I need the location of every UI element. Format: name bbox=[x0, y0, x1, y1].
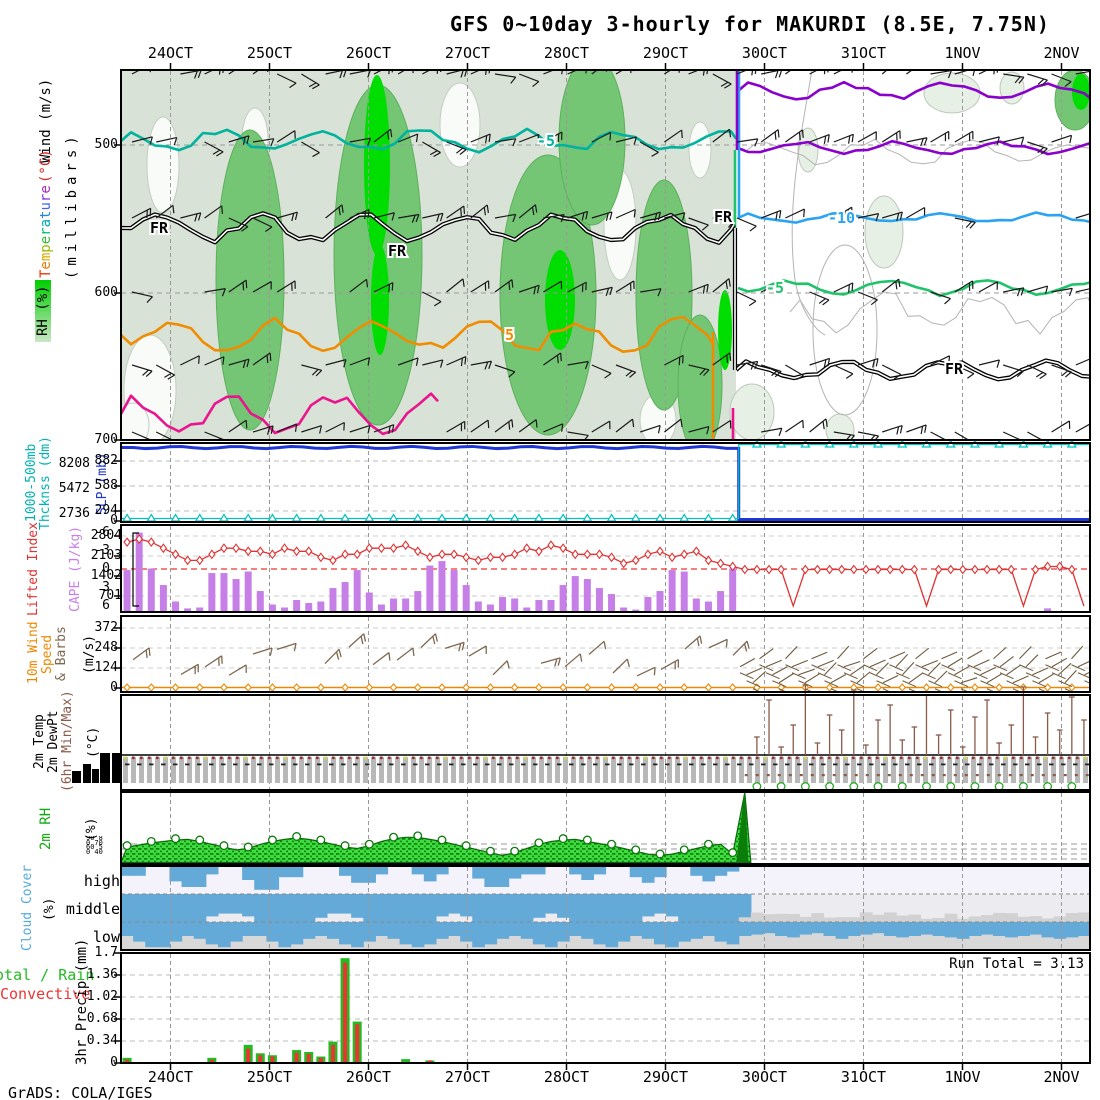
pressure-axis-label: (millibars) bbox=[64, 131, 80, 279]
t2m-unit-label: (°C) bbox=[86, 726, 101, 758]
thickness-tick: 2736 bbox=[58, 506, 90, 521]
day-label-bottom: 29OCT bbox=[642, 1068, 689, 1086]
day-label-top: 30OCT bbox=[741, 44, 788, 62]
cloud-row-label-low: low bbox=[92, 928, 120, 946]
degc-axis-label: (°C) bbox=[38, 149, 54, 183]
cloud-cover-label: Cloud Cover bbox=[20, 864, 35, 952]
pressure-tick: 600 bbox=[94, 285, 118, 300]
thickness-tick: 5472 bbox=[58, 481, 90, 496]
svg-text:-5: -5 bbox=[537, 132, 555, 150]
svg-text:FR: FR bbox=[945, 360, 964, 378]
wind10m-tick: 124 bbox=[94, 660, 118, 675]
lifted-index-tick: 0 bbox=[102, 561, 110, 576]
day-label-top: 26OCT bbox=[345, 44, 392, 62]
t2m-label: 2m Temp bbox=[32, 714, 47, 770]
minmax-label: (6hr Min/Max) bbox=[60, 690, 75, 792]
day-label-top: 27OCT bbox=[444, 44, 491, 62]
svg-text:-10: -10 bbox=[828, 209, 855, 227]
day-label-bottom: 25OCT bbox=[246, 1068, 293, 1086]
precip-tick: 1.7 bbox=[94, 945, 118, 960]
day-label-bottom: 30OCT bbox=[741, 1068, 788, 1086]
cloud-unit-label: (%) bbox=[42, 897, 57, 921]
precip-tick: 1.02 bbox=[86, 989, 118, 1004]
svg-text:-5: -5 bbox=[766, 279, 784, 297]
lifted-index-tick: 3 bbox=[102, 580, 110, 595]
lifted-index-tick: 6 bbox=[102, 598, 110, 613]
day-label-top: 29OCT bbox=[642, 44, 689, 62]
day-label-bottom: 2NOV bbox=[1043, 1068, 1080, 1086]
precip-tick: 0.34 bbox=[86, 1033, 118, 1048]
wind10m-label-3: & Barbs bbox=[54, 626, 69, 682]
rh2m-tick-labels: 90 80 70 60 50 40 bbox=[86, 836, 103, 856]
slp-tick: 294 bbox=[94, 503, 118, 518]
wind10m-label-1: 10m Wind bbox=[26, 621, 41, 685]
precip-tick: 0 bbox=[110, 1055, 118, 1070]
day-label-top: 1NOV bbox=[944, 44, 981, 62]
day-label-bottom: 31OCT bbox=[840, 1068, 887, 1086]
dewpt-label: 2m DewPt bbox=[46, 710, 61, 774]
cape-tick: 2804 bbox=[90, 528, 122, 543]
thickness-zero-tick: 0 bbox=[110, 513, 118, 528]
day-label-top: 24OCT bbox=[147, 44, 194, 62]
rh-axis-label: RH (%) bbox=[35, 280, 51, 342]
day-label-bottom: 24OCT bbox=[147, 1068, 194, 1086]
svg-text:FR: FR bbox=[714, 208, 733, 226]
cape-tick: 2103 bbox=[90, 548, 122, 563]
svg-text:FR: FR bbox=[388, 242, 407, 260]
cape-tick: 1402 bbox=[90, 568, 122, 583]
run-total-label: Run Total = 3.13 bbox=[949, 956, 1084, 972]
pressure-tick: 500 bbox=[94, 137, 118, 152]
day-label-top: 2NOV bbox=[1043, 44, 1080, 62]
precip-tick: 1.36 bbox=[86, 967, 118, 982]
thickness-tick: 8208 bbox=[58, 456, 90, 471]
cloud-row-label-high: high bbox=[83, 872, 120, 890]
lifted-index-tick: -6 bbox=[94, 525, 110, 540]
day-label-top: 31OCT bbox=[840, 44, 887, 62]
wind10m-tick: 372 bbox=[94, 620, 118, 635]
temperature-axis-label: Temperature bbox=[38, 185, 54, 278]
day-label-bottom: 27OCT bbox=[444, 1068, 491, 1086]
thickness-label-2: Thcknss (dm) bbox=[38, 436, 53, 530]
svg-text:5: 5 bbox=[505, 326, 514, 344]
slp-tick: 882 bbox=[94, 453, 118, 468]
cloud-row-label-middle: middle bbox=[65, 900, 120, 918]
thickness-label-1: 1000-500mb bbox=[24, 443, 39, 523]
wind10m-label-2: Speed bbox=[40, 634, 55, 674]
svg-text:FR: FR bbox=[150, 219, 169, 237]
grads-credit: GrADS: COLA/IGES bbox=[8, 1084, 153, 1100]
precip-legend-convective: Convective bbox=[0, 985, 91, 1003]
precip-tick: 0.68 bbox=[86, 1011, 118, 1026]
day-label-top: 28OCT bbox=[543, 44, 590, 62]
cape-label: CAPE (J/kg) bbox=[68, 525, 83, 613]
lifted-index-tick: -3 bbox=[94, 543, 110, 558]
day-label-bottom: 1NOV bbox=[944, 1068, 981, 1086]
chart-title: GFS 0~10day 3-hourly for MAKURDI (8.5E, … bbox=[450, 12, 1050, 36]
wind10m-tick: 248 bbox=[94, 640, 118, 655]
lifted-index-label: Lifted Index bbox=[26, 522, 41, 616]
day-label-bottom: 26OCT bbox=[345, 1068, 392, 1086]
slp-tick: 588 bbox=[94, 478, 118, 493]
wind10m-tick: 0 bbox=[110, 680, 118, 695]
rh2m-label: 2m RH bbox=[38, 807, 54, 851]
day-label-top: 25OCT bbox=[246, 44, 293, 62]
day-label-bottom: 28OCT bbox=[543, 1068, 590, 1086]
pressure-tick: 700 bbox=[94, 432, 118, 447]
precip-legend-total: Total / Rain bbox=[0, 966, 95, 984]
cape-tick: 701 bbox=[98, 588, 122, 603]
